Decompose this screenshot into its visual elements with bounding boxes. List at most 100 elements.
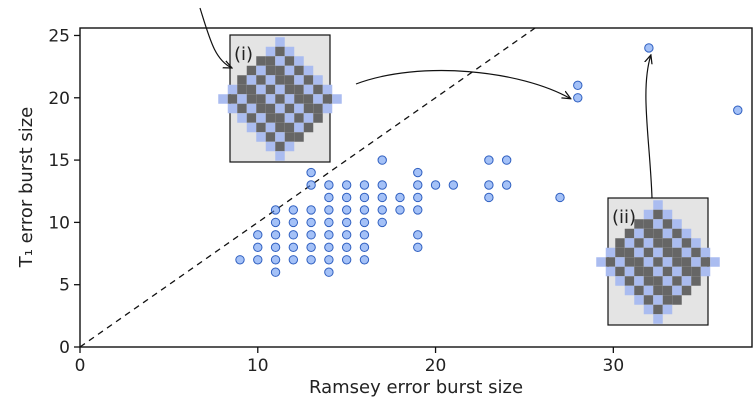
point <box>324 205 334 215</box>
arrow <box>646 55 652 199</box>
point <box>573 93 583 103</box>
inset-cell <box>662 295 673 305</box>
point <box>573 80 583 91</box>
inset-cell <box>672 266 682 277</box>
inset-cell <box>227 103 238 114</box>
inset-cell <box>265 103 276 114</box>
point <box>413 192 423 203</box>
point <box>359 205 370 215</box>
inset-cell <box>265 84 276 95</box>
inset-cell <box>237 75 247 85</box>
inset-cell <box>303 65 314 76</box>
inset-cell <box>275 151 285 161</box>
inset-cell <box>672 285 682 296</box>
inset-cell <box>691 238 701 248</box>
inset-cell <box>265 94 276 104</box>
y-tick-label: 20 <box>48 89 70 109</box>
x-tick-label: 10 <box>247 356 269 376</box>
point <box>395 205 405 215</box>
inset-cell <box>294 84 304 95</box>
plot-area: 0 10 20 30 0 5 10 15 20 25 (i) (ii) <box>48 7 753 376</box>
inset-cell <box>294 75 304 85</box>
inset-cell <box>265 46 276 57</box>
inset-cell <box>672 247 682 258</box>
point <box>324 255 334 265</box>
inset-cell <box>615 276 625 286</box>
inset-cell <box>275 37 285 47</box>
inset-cell <box>303 113 314 123</box>
inset-cell <box>275 46 285 57</box>
point <box>413 167 423 178</box>
inset-cell <box>662 266 673 277</box>
point <box>377 180 387 190</box>
inset-cell <box>624 257 635 267</box>
point <box>324 267 334 277</box>
inset-cell <box>653 304 663 315</box>
inset-cell <box>256 113 266 123</box>
inset-cell <box>615 238 625 248</box>
point <box>235 255 245 265</box>
point <box>484 180 494 190</box>
inset-cell <box>634 266 644 277</box>
inset-cell <box>672 276 682 286</box>
inset-cell <box>653 295 663 305</box>
inset-cell <box>256 84 266 95</box>
inset-cell <box>284 56 295 66</box>
inset-cell <box>710 257 720 267</box>
inset-cell <box>294 65 304 76</box>
inset-cell <box>237 94 247 104</box>
inset-cell <box>237 84 247 95</box>
point <box>306 217 316 228</box>
y-tick-label: 5 <box>59 276 70 296</box>
inset-cell <box>672 219 682 229</box>
inset-cell <box>662 304 673 315</box>
y-axis-label: T₁ error burst size <box>16 107 37 269</box>
arrow <box>199 7 232 68</box>
point <box>306 255 316 265</box>
inset-cell <box>615 266 625 277</box>
point <box>270 230 281 240</box>
point <box>270 205 281 215</box>
inset-cell <box>275 65 285 76</box>
inset-cell <box>284 103 295 114</box>
point <box>341 255 352 265</box>
inset-cell <box>653 257 663 267</box>
inset-cell <box>313 75 323 85</box>
inset-cell <box>691 247 701 258</box>
inset: (ii) <box>596 197 720 326</box>
inset-cell <box>672 238 682 248</box>
inset-cell <box>691 266 701 277</box>
inset-cell <box>672 257 682 267</box>
inset-cell <box>322 84 333 95</box>
point <box>341 192 352 203</box>
inset-cell <box>624 266 635 277</box>
inset-cell <box>303 75 314 85</box>
inset-cell <box>681 228 692 239</box>
inset-cell <box>681 247 692 258</box>
inset-cell <box>691 276 701 286</box>
inset-label: (ii) <box>612 207 636 228</box>
inset-cell <box>284 122 295 133</box>
point <box>341 217 352 228</box>
inset-cell <box>246 94 257 104</box>
inset-cell <box>322 94 333 104</box>
inset-cell <box>237 113 247 123</box>
inset-cell <box>662 238 673 248</box>
inset-cell <box>284 84 295 95</box>
y-tick-label: 25 <box>48 26 70 46</box>
inset-cell <box>662 257 673 267</box>
inset-cell <box>700 257 711 267</box>
point <box>359 192 370 203</box>
inset-cell <box>284 75 295 85</box>
inset-cell <box>624 285 635 296</box>
point <box>324 180 334 190</box>
inset-cell <box>653 200 663 210</box>
inset-cell <box>643 247 654 258</box>
inset-cell <box>265 56 276 66</box>
inset-cell <box>634 228 644 239</box>
inset-cell <box>265 75 276 85</box>
x-tick-label: 20 <box>425 356 447 376</box>
point <box>359 180 370 190</box>
inset-cell <box>265 122 276 133</box>
point <box>288 255 299 265</box>
